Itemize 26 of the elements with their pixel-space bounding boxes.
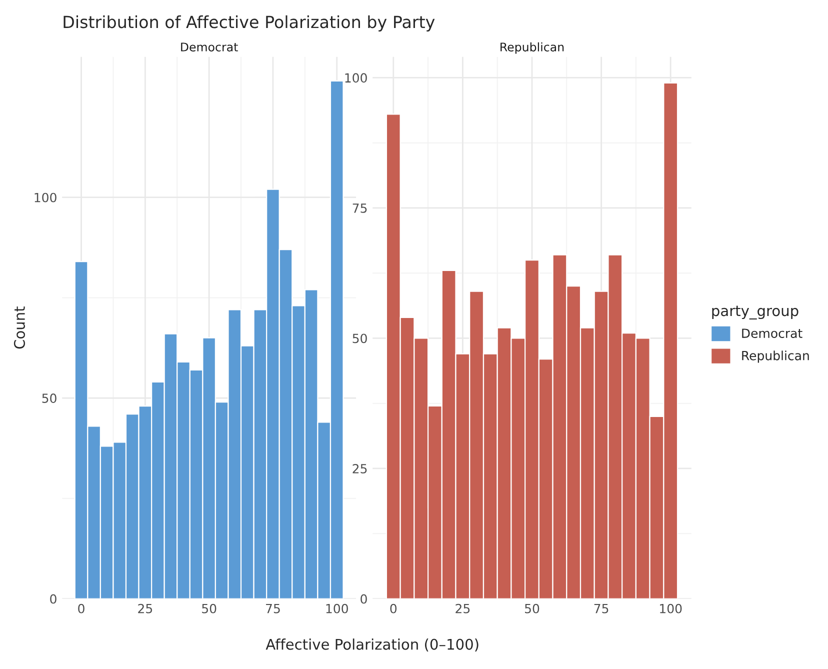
- y-tick-label: 75: [352, 204, 367, 213]
- x-tick-label: 25: [456, 604, 470, 614]
- y-tick-label: 100: [345, 73, 367, 83]
- x-tick-label: 50: [202, 604, 216, 614]
- chart-title: Distribution of Affective Polarization by Party: [64, 15, 435, 32]
- legend-label: Democrat: [742, 328, 802, 338]
- y-tick-label: 0: [360, 594, 367, 604]
- x-tick-label: 100: [326, 604, 348, 614]
- legend-label: Republican: [742, 350, 809, 363]
- x-tick-label: 100: [660, 604, 682, 614]
- x-tick-label: 0: [390, 604, 397, 614]
- y-tick-label: 25: [352, 464, 367, 474]
- x-tick-label: 75: [594, 604, 608, 614]
- x-axis-title: Affective Polarization (0–100): [266, 638, 478, 652]
- chart-subtitle: Democrat: [181, 42, 238, 52]
- x-tick-label: 50: [525, 604, 540, 614]
- y-tick-label: 0: [50, 594, 56, 604]
- x-tick-label: 25: [138, 604, 152, 614]
- x-tick-label: 0: [78, 604, 84, 614]
- y-axis-title: Count: [14, 306, 25, 349]
- y-tick-label: 100: [34, 192, 56, 202]
- legend-title: party_group: [712, 306, 798, 320]
- chart-subtitle: Republican: [500, 42, 564, 54]
- y-tick-label: 50: [42, 394, 56, 403]
- x-tick-label: 75: [266, 604, 280, 614]
- y-tick-label: 50: [352, 334, 367, 344]
